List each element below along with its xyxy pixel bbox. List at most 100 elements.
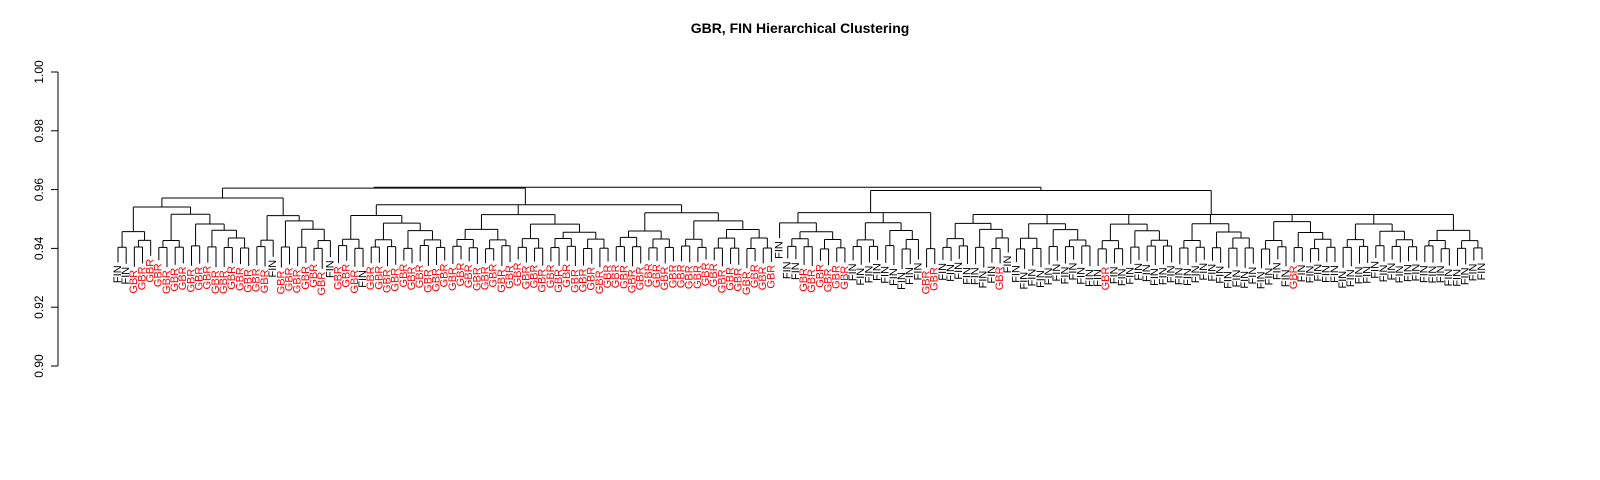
- leaf-label: FIN: [1272, 262, 1284, 280]
- leaf-label: FIN: [1280, 269, 1292, 287]
- leaf-label: FIN: [267, 260, 279, 278]
- leaf-label: FIN: [357, 270, 369, 288]
- leaf-label: GBR: [716, 269, 728, 293]
- y-tick-label: 0.96: [32, 178, 46, 202]
- leaf-label: FIN: [904, 267, 916, 285]
- leaf-label: GBR: [733, 268, 745, 292]
- chart-title: GBR, FIN Hierarchical Clustering: [690, 20, 910, 36]
- leaf-label: GBR: [586, 267, 598, 291]
- y-tick-label: 0.98: [32, 119, 46, 143]
- leaf-label: FIN: [961, 267, 973, 285]
- leaf-label: FIN: [1353, 267, 1365, 285]
- leaf-label: GBR: [439, 263, 451, 287]
- leaf-label: FIN: [1451, 269, 1463, 287]
- leaf-labels: FINFINGBRGBRGBRGBRGBRGBRGBRGBRGBRGBRGBRG…: [112, 241, 1488, 295]
- leaf-label: GBR: [822, 268, 834, 292]
- leaf-label: FIN: [1411, 264, 1423, 282]
- leaf-label: FIN: [1002, 256, 1014, 274]
- leaf-label: FIN: [1157, 267, 1169, 285]
- leaf-label: GBR: [283, 267, 295, 291]
- leaf-label: FIN: [1321, 265, 1333, 283]
- leaf-label: FIN: [1206, 264, 1218, 282]
- leaf-label: GBR: [226, 266, 238, 290]
- leaf-label: GBR: [929, 267, 941, 291]
- leaf-label: FIN: [1435, 265, 1447, 283]
- leaf-label: GBR: [390, 268, 402, 292]
- leaf-label: GBR: [602, 264, 614, 288]
- leaf-label: FIN: [863, 265, 875, 283]
- leaf-label: FIN: [782, 261, 794, 279]
- leaf-label: GBR: [708, 263, 720, 287]
- leaf-label: GBR: [643, 263, 655, 287]
- leaf-label: GBR: [169, 268, 181, 292]
- leaf-label: GBR: [308, 264, 320, 288]
- leaf-label: GBR: [202, 266, 214, 290]
- leaf-label: FIN: [324, 260, 336, 278]
- leaf-label: GBR: [528, 264, 540, 288]
- leaf-label: GBR: [806, 269, 818, 293]
- leaf-label: FIN: [912, 263, 924, 281]
- leaf-label: GBR: [398, 264, 410, 288]
- leaf-label: GBR: [667, 264, 679, 288]
- leaf-label: GBR: [537, 269, 549, 293]
- leaf-label: FIN: [1149, 268, 1161, 286]
- leaf-label: FIN: [1215, 266, 1227, 284]
- leaf-label: GBR: [471, 267, 483, 291]
- leaf-label: FIN: [1386, 263, 1398, 281]
- leaf-label: GBR: [316, 272, 328, 296]
- leaf-label: GBR: [569, 269, 581, 293]
- leaf-label: FIN: [1362, 266, 1374, 284]
- leaf-label: FIN: [120, 267, 132, 285]
- leaf-label: GBR: [831, 265, 843, 289]
- leaf-label: FIN: [1117, 268, 1129, 286]
- leaf-label: GBR: [692, 265, 704, 289]
- leaf-label: GBR: [414, 264, 426, 288]
- leaf-label: FIN: [1043, 267, 1055, 285]
- leaf-label: GBR: [651, 264, 663, 288]
- leaf-label: FIN: [1035, 270, 1047, 288]
- leaf-label: FIN: [1019, 272, 1031, 290]
- y-tick-label: 1.00: [32, 60, 46, 84]
- leaf-label: FIN: [112, 265, 124, 283]
- leaf-label: FIN: [1051, 264, 1063, 282]
- leaf-label: FIN: [953, 262, 965, 280]
- leaf-label: GBR: [994, 266, 1006, 290]
- leaf-label: FIN: [945, 264, 957, 282]
- leaf-label: GBR: [177, 266, 189, 290]
- leaf-label: GBR: [741, 271, 753, 295]
- dendrogram-branches: [117, 186, 1483, 270]
- leaf-label: GBR: [479, 266, 491, 290]
- y-tick-label: 0.92: [32, 295, 46, 319]
- leaf-label: FIN: [790, 262, 802, 280]
- leaf-label: GBR: [545, 264, 557, 288]
- leaf-label: FIN: [1133, 263, 1145, 281]
- leaf-label: FIN: [978, 271, 990, 289]
- leaf-label: GBR: [136, 266, 148, 290]
- leaf-label: GBR: [626, 269, 638, 293]
- leaf-label: GBR: [251, 268, 263, 292]
- leaf-label: FIN: [986, 266, 998, 284]
- leaf-label: FIN: [1141, 264, 1153, 282]
- leaf-label: FIN: [937, 263, 949, 281]
- leaf-label: GBR: [406, 266, 418, 290]
- leaf-label: GBR: [1288, 265, 1300, 289]
- leaf-label: GBR: [684, 265, 696, 289]
- leaf-label: GBR: [332, 266, 344, 290]
- leaf-label: FIN: [1076, 267, 1088, 285]
- leaf-label: FIN: [1296, 264, 1308, 282]
- leaf-label: GBR: [488, 264, 500, 288]
- leaf-label: FIN: [1166, 265, 1178, 283]
- leaf-label: GBR: [921, 270, 933, 294]
- leaf-label: FIN: [880, 266, 892, 284]
- leaf-label: FIN: [1419, 265, 1431, 283]
- leaf-label: GBR: [618, 265, 630, 289]
- leaf-label: GBR: [610, 264, 622, 288]
- leaf-label: GBR: [659, 266, 671, 290]
- leaf-label: FIN: [1468, 263, 1480, 281]
- leaf-label: FIN: [970, 267, 982, 285]
- leaf-label: GBR: [512, 262, 524, 286]
- leaf-label: FIN: [1182, 268, 1194, 286]
- leaf-label: FIN: [855, 268, 867, 286]
- leaf-label: GBR: [749, 264, 761, 288]
